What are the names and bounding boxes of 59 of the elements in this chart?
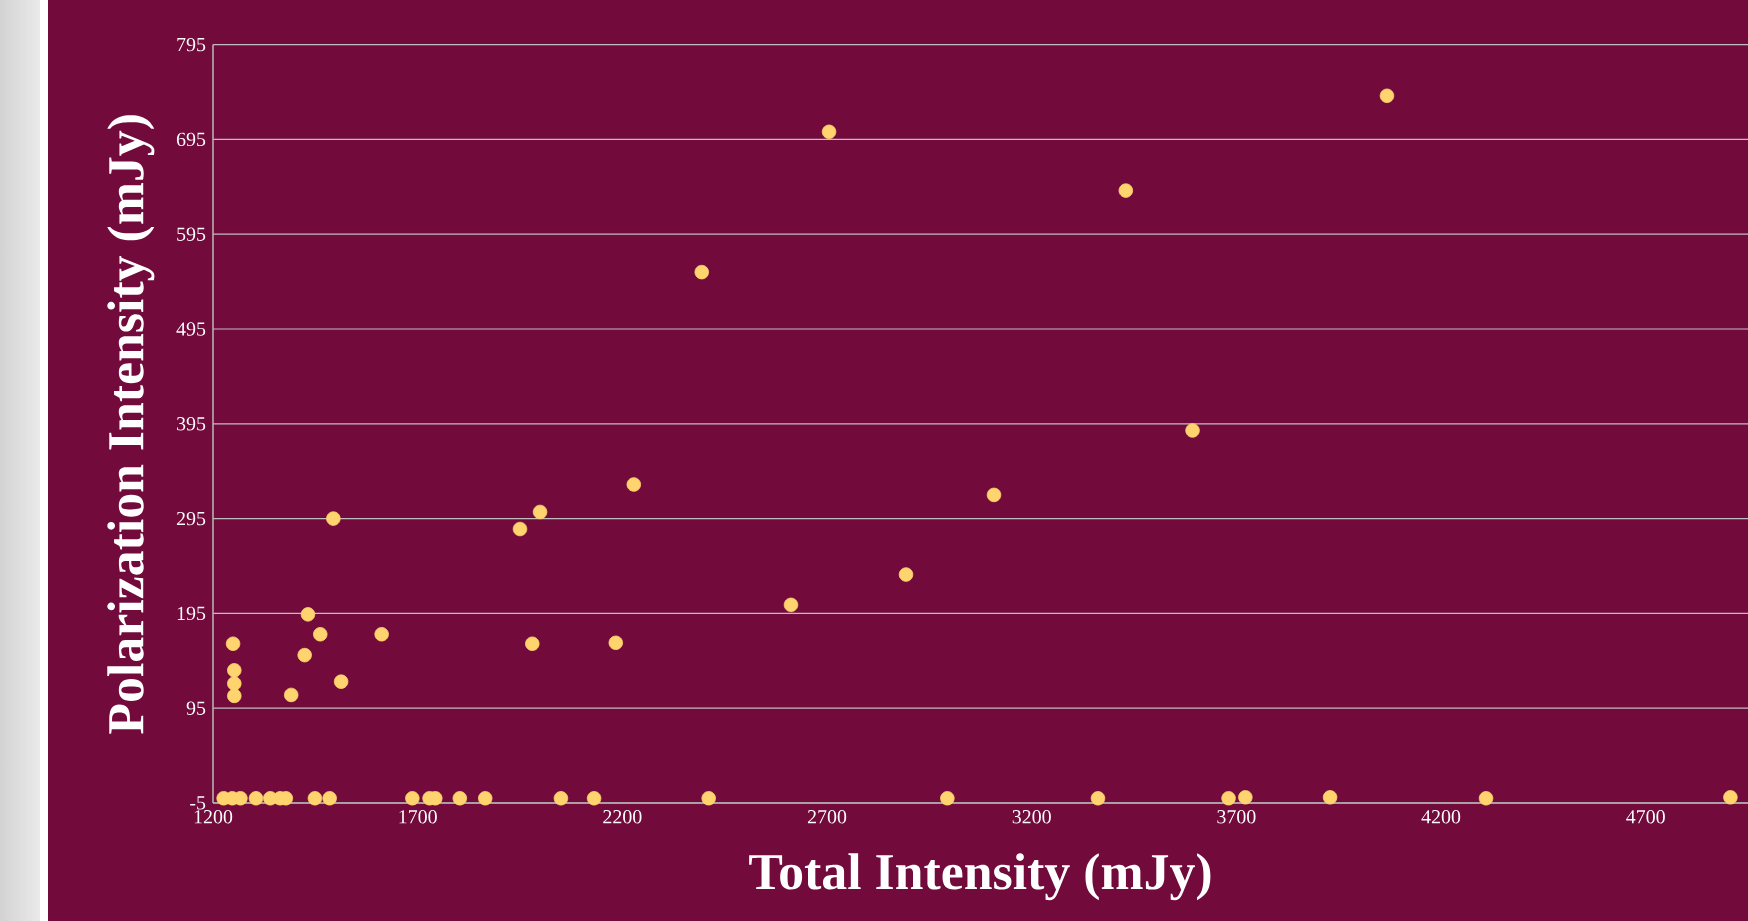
y-tick-label: 495 [176,322,206,336]
x-tick-label: 3700 [1217,810,1256,824]
point [322,791,337,806]
point [783,597,799,613]
y-tick-label: 95 [186,701,206,715]
point [405,791,420,806]
x-tick-label: 2200 [603,810,642,824]
point [1322,790,1338,805]
point [1090,791,1106,806]
x-axis-title: Total Intensity (mJy) [749,853,1211,901]
point [313,627,328,642]
point [283,687,299,703]
point [326,511,341,526]
y-tick-label: 795 [177,37,206,52]
x-tick-label: 1200 [194,810,233,824]
point [1723,790,1738,805]
x-tick-label: 4200 [1421,810,1461,824]
x-tick-label: 4700 [1626,810,1665,824]
point [821,124,837,140]
point [986,487,1002,503]
point [225,636,241,651]
y-tick-label: -5 [190,796,206,810]
point [452,791,468,806]
point [586,791,602,806]
point [532,504,548,520]
point [940,791,955,806]
point [1238,790,1253,805]
y-axis-title: Polarization Intensity (mJy) [107,115,155,734]
y-tick-label: 295 [176,511,206,526]
point [227,688,242,704]
x-tick-label: 1700 [399,810,437,824]
point [333,674,349,689]
point [1379,88,1395,103]
point [227,676,242,691]
x-tick-label: 2700 [807,810,847,824]
point [525,636,540,651]
point [512,521,528,537]
point [701,791,716,806]
point [227,663,242,678]
y-tick-label: 395 [177,417,206,431]
point [307,791,323,806]
point [248,791,264,806]
y-tick-label: 595 [177,227,206,241]
point [608,635,623,650]
y-tick-label: 695 [176,132,206,147]
point [1478,791,1494,806]
point [300,607,316,622]
y-tick-label: 195 [177,606,206,621]
x-tick-label: 3200 [1012,810,1051,824]
point [1221,791,1236,806]
point [626,477,641,492]
point [478,791,493,806]
point [694,264,709,280]
point [898,567,914,582]
point [1118,183,1134,198]
point [553,791,569,806]
point [1185,423,1200,438]
point [374,627,389,642]
point [297,647,312,663]
